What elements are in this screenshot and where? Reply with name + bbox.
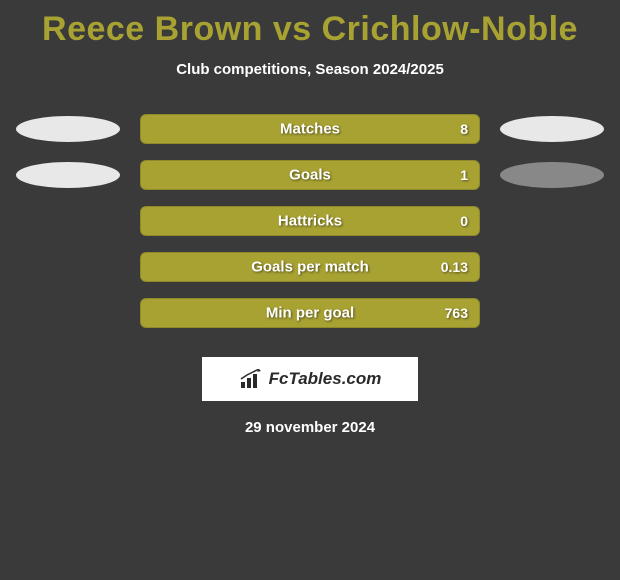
stat-bar: Hattricks 0	[140, 206, 480, 236]
stat-row: Goals 1	[8, 159, 612, 191]
stat-bar: Min per goal 763	[140, 298, 480, 328]
stat-row: Goals per match 0.13	[8, 251, 612, 283]
stat-value: 1	[460, 167, 468, 183]
stat-row: Hattricks 0	[8, 205, 612, 237]
player-right-indicator	[500, 162, 604, 188]
stat-value: 8	[460, 121, 468, 137]
player-right-indicator	[500, 116, 604, 142]
stat-value: 0	[460, 213, 468, 229]
stat-label: Matches	[280, 121, 340, 138]
stat-label: Min per goal	[266, 305, 354, 322]
stat-bar: Matches 8	[140, 114, 480, 144]
chart-icon	[239, 369, 263, 389]
stat-row: Matches 8	[8, 113, 612, 145]
stat-row: Min per goal 763	[8, 297, 612, 329]
stat-value: 763	[445, 305, 468, 321]
player-left-indicator	[16, 116, 120, 142]
stat-bar: Goals 1	[140, 160, 480, 190]
stat-value: 0.13	[441, 259, 468, 275]
player-left-indicator	[16, 162, 120, 188]
footer-brand-box: FcTables.com	[202, 357, 418, 401]
stat-label: Goals per match	[251, 259, 369, 276]
stats-list: Matches 8 Goals 1 Hattricks 0 Goals per match 0…	[8, 113, 612, 329]
footer-brand-text: FcTables.com	[269, 369, 382, 389]
page-title: Reece Brown vs Crichlow-Noble	[8, 10, 612, 49]
date-label: 29 november 2024	[8, 419, 612, 436]
subtitle: Club competitions, Season 2024/2025	[8, 61, 612, 78]
comparison-container: Reece Brown vs Crichlow-Noble Club compe…	[0, 0, 620, 446]
stat-label: Goals	[289, 167, 331, 184]
stat-bar: Goals per match 0.13	[140, 252, 480, 282]
stat-label: Hattricks	[278, 213, 342, 230]
